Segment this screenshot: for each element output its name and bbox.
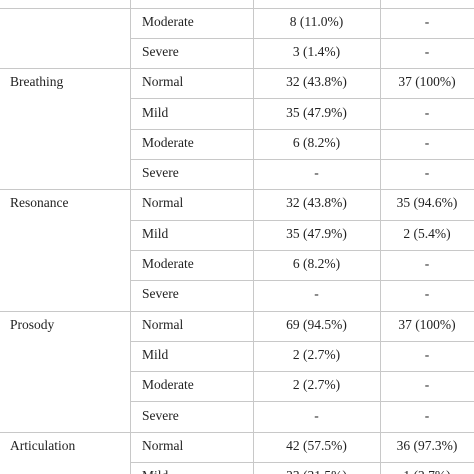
row-rule xyxy=(130,98,474,100)
row-rule xyxy=(130,280,474,282)
count-cell: 6 (8.2%) xyxy=(292,256,341,272)
count-cell: 8 (11.0%) xyxy=(289,13,344,29)
count-cell: 2 (2.7%) xyxy=(292,377,341,393)
column-rule xyxy=(130,0,131,474)
severity-label: Mild xyxy=(142,225,169,241)
severity-label: Normal xyxy=(142,195,184,211)
group-label: Prosody xyxy=(10,316,55,332)
count-cell: - xyxy=(424,134,430,150)
count-cell: 37 (100%) xyxy=(398,316,456,332)
count-cell: - xyxy=(424,286,430,302)
count-cell: 35 (94.6%) xyxy=(396,195,458,211)
count-cell: - xyxy=(314,165,319,181)
severity-label: Mild xyxy=(142,346,169,362)
severity-label: Moderate xyxy=(142,256,194,272)
count-cell: - xyxy=(424,165,430,181)
group-label: Breathing xyxy=(10,74,64,90)
count-cell: - xyxy=(424,407,430,423)
row-rule xyxy=(130,462,474,463)
group-rule xyxy=(0,431,474,433)
severity-label: Severe xyxy=(142,286,179,302)
severity-label: Mild xyxy=(142,104,169,120)
group-rule xyxy=(0,189,474,191)
severity-label: Moderate xyxy=(142,13,194,29)
count-cell: - xyxy=(424,346,430,362)
row-rule xyxy=(130,219,474,221)
row-rule xyxy=(130,401,474,403)
count-cell: - xyxy=(424,104,430,120)
group-rule xyxy=(0,310,474,312)
column-rule xyxy=(253,0,254,474)
row-rule xyxy=(130,371,474,373)
count-cell: 1 (2.7%) xyxy=(380,468,474,474)
count-cell: 32 (43.8%) xyxy=(286,74,347,90)
severity-label: Severe xyxy=(142,43,179,59)
count-cell: - xyxy=(424,256,430,272)
count-cell: - xyxy=(314,286,319,302)
severity-label: Moderate xyxy=(142,134,194,150)
count-cell: - xyxy=(424,43,430,59)
count-cell: 6 (8.2%) xyxy=(292,134,341,150)
count-cell: 42 (57.5%) xyxy=(286,437,347,453)
group-rule xyxy=(0,68,474,70)
group-label: Articulation xyxy=(10,437,76,453)
row-rule xyxy=(130,340,474,342)
count-cell: 2 (5.4%) xyxy=(403,225,451,241)
count-cell: - xyxy=(424,377,430,393)
row-rule xyxy=(130,249,474,251)
count-cell: 37 (100%) xyxy=(398,74,456,90)
count-cell: 23 (31.5%) xyxy=(253,468,380,474)
severity-label: Moderate xyxy=(142,377,194,393)
severity-label: Normal xyxy=(142,316,184,332)
count-cell: 35 (47.9%) xyxy=(286,104,347,120)
count-cell: 69 (94.5%) xyxy=(286,316,347,332)
severity-label: Severe xyxy=(142,407,179,423)
count-cell: 36 (97.3%) xyxy=(396,437,458,453)
row-rule xyxy=(130,128,474,130)
count-cell: - xyxy=(314,407,319,423)
column-rule xyxy=(380,0,381,474)
count-cell: - xyxy=(424,13,430,29)
count-cell: 2 (2.7%) xyxy=(292,346,341,362)
row-rule xyxy=(130,159,474,160)
count-cell: 32 (43.8%) xyxy=(286,195,347,211)
severity-label: Severe xyxy=(142,165,179,181)
group-rule xyxy=(0,7,474,9)
group-label: Resonance xyxy=(10,195,69,211)
severity-label: Normal xyxy=(142,74,184,90)
count-cell: 35 (47.9%) xyxy=(286,225,347,241)
severity-label: Mild xyxy=(142,468,168,474)
row-rule xyxy=(130,37,474,39)
severity-label: Normal xyxy=(142,437,184,453)
count-cell: 3 (1.4%) xyxy=(292,43,341,59)
